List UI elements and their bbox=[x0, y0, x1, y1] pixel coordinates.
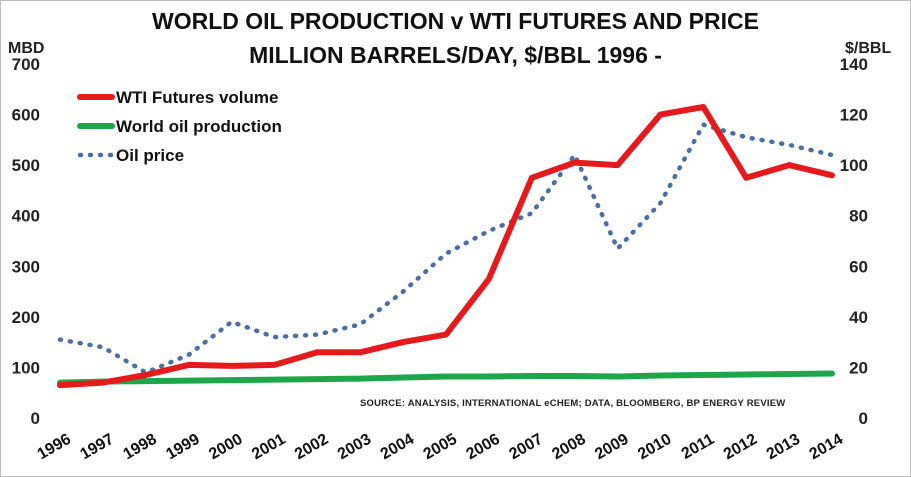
x-tick-label: 1997 bbox=[78, 431, 117, 464]
x-tick-label: 2006 bbox=[464, 431, 503, 464]
legend-label: WTI Futures volume bbox=[116, 88, 278, 107]
x-tick-label: 2013 bbox=[764, 431, 803, 464]
right-tick-label: 40 bbox=[849, 308, 868, 327]
left-tick-label: 100 bbox=[12, 358, 40, 377]
right-tick-label: 100 bbox=[840, 156, 868, 175]
x-tick-label: 2009 bbox=[592, 431, 631, 464]
x-tick-label: 2010 bbox=[635, 431, 674, 464]
left-tick-label: 200 bbox=[12, 308, 40, 327]
x-tick-label: 2011 bbox=[679, 431, 718, 463]
left-tick-label: 400 bbox=[12, 207, 40, 226]
left-tick-label: 700 bbox=[12, 55, 40, 74]
right-tick-label: 80 bbox=[849, 207, 868, 226]
left-tick-label: 600 bbox=[12, 106, 40, 125]
left-tick-label: 300 bbox=[12, 257, 40, 276]
left-tick-label: 500 bbox=[12, 156, 40, 175]
x-tick-label: 2005 bbox=[421, 431, 460, 464]
right-tick-label: 20 bbox=[849, 358, 868, 377]
x-tick-label: 2014 bbox=[807, 431, 846, 464]
right-tick-label: 0 bbox=[859, 409, 868, 428]
x-tick-label: 2008 bbox=[549, 431, 588, 464]
left-axis-unit: MBD bbox=[8, 40, 45, 57]
x-tick-label: 2000 bbox=[206, 431, 245, 464]
legend-label: Oil price bbox=[116, 146, 184, 165]
x-tick-label: 2003 bbox=[335, 431, 374, 464]
right-tick-label: 120 bbox=[840, 106, 868, 125]
legend-label: World oil production bbox=[116, 117, 282, 136]
right-tick-label: 140 bbox=[840, 55, 868, 74]
x-tick-label: 2012 bbox=[721, 431, 760, 464]
chart-title-line1: WORLD OIL PRODUCTION v WTI FUTURES AND P… bbox=[152, 8, 759, 34]
right-axis-unit: $/BBL bbox=[845, 40, 892, 57]
source-note: SOURCE: ANALYSIS, INTERNATIONAL eCHEM; D… bbox=[360, 398, 786, 409]
x-tick-label: 2001 bbox=[249, 431, 288, 464]
x-tick-label: 1996 bbox=[35, 431, 74, 464]
series-world-production-line bbox=[57, 370, 835, 386]
x-tick-label: 2004 bbox=[378, 431, 417, 464]
x-tick-label: 2007 bbox=[506, 431, 545, 464]
x-tick-label: 1998 bbox=[120, 431, 159, 464]
left-tick-label: 0 bbox=[31, 409, 40, 428]
right-tick-label: 60 bbox=[849, 257, 868, 276]
chart-title-line2: MILLION BARRELS/DAY, $/BBL 1996 - bbox=[249, 42, 662, 68]
series-oil-price-line bbox=[57, 122, 835, 375]
x-tick-label: 2002 bbox=[292, 431, 331, 464]
x-tick-label: 1999 bbox=[163, 431, 202, 464]
series-wti-futures-line bbox=[57, 104, 835, 389]
